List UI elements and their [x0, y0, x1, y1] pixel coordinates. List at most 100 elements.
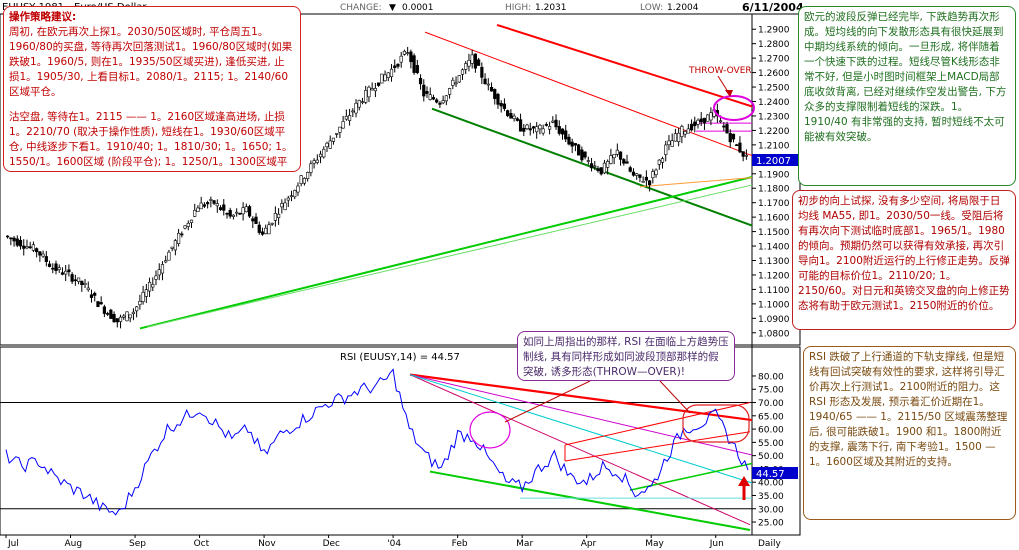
price-candle-body	[441, 100, 445, 104]
price-candle-body	[525, 124, 529, 130]
price-tick-label: 1.2100	[758, 141, 790, 151]
price-candle-body	[231, 214, 236, 217]
x-tick-label: Nov	[258, 539, 276, 549]
price-candle-body	[347, 115, 352, 121]
price-candle-body	[454, 82, 458, 85]
price-tick-label: 1.1000	[758, 300, 790, 310]
price-candle-body	[464, 63, 468, 70]
price-candle-body	[135, 306, 139, 312]
price-candle-body	[176, 232, 181, 244]
price-candle-body	[270, 222, 274, 225]
price-candle-body	[567, 136, 571, 145]
price-candle-body	[322, 148, 326, 158]
x-tick-label: Oct	[194, 539, 210, 549]
price-candle-body	[409, 51, 413, 63]
rsi-tick-label: 50.00	[758, 452, 784, 462]
price-candle-body	[173, 240, 177, 251]
price-candle-body	[483, 78, 487, 85]
price-candle-body	[9, 237, 13, 240]
price-tick-label: 1.2800	[758, 40, 790, 50]
price-candle-body	[170, 246, 174, 249]
price-candle-body	[251, 218, 255, 222]
price-candle-body	[428, 94, 432, 100]
price-candle-body	[373, 88, 377, 92]
throw-over-label: THROW-OVER	[688, 66, 752, 76]
price-candle-body	[722, 125, 726, 128]
price-tick-label: 1.1400	[758, 243, 790, 253]
price-candle-body	[689, 123, 694, 131]
price-candle-body	[402, 50, 407, 55]
price-candle-body	[228, 209, 232, 217]
price-candle-body	[335, 133, 339, 135]
price-candle-body	[609, 155, 613, 164]
rsi-channel-upper-line	[564, 402, 751, 446]
price-candle-body	[80, 280, 84, 286]
price-candle-body	[496, 93, 500, 105]
price-candle-body	[302, 178, 307, 184]
price-candle-body	[70, 274, 74, 282]
price-candle-body	[99, 302, 103, 305]
price-candle-body	[551, 120, 555, 123]
price-candle-body	[118, 316, 123, 322]
price-candle-body	[518, 119, 523, 132]
x-tick-label: May	[645, 539, 664, 549]
price-candle-body	[380, 73, 384, 84]
price-candle-body	[6, 235, 10, 238]
price-candle-body	[360, 101, 365, 103]
price-candle-body	[106, 313, 110, 315]
price-candle-body	[254, 216, 258, 224]
price-candle-body	[12, 237, 16, 242]
price-candle-body	[728, 133, 732, 143]
price-candle-body	[577, 144, 581, 156]
price-candle-body	[673, 133, 678, 142]
price-candle-body	[280, 203, 284, 208]
price-candle-body	[22, 245, 26, 249]
price-horizontal-support	[639, 177, 752, 188]
price-candle-body	[622, 159, 626, 164]
price-candle-body	[341, 121, 345, 129]
price-candle-body	[196, 207, 200, 212]
price-candle-body	[125, 311, 129, 322]
price-candle-body	[309, 163, 313, 173]
price-candle-body	[209, 199, 213, 201]
price-candle-body	[586, 160, 590, 162]
price-candle-body	[206, 202, 210, 205]
x-tick-label: Sep	[129, 539, 146, 549]
price-candle-body	[489, 86, 494, 92]
price-candle-body	[277, 213, 281, 219]
price-candle-body	[238, 212, 242, 215]
retest-analysis-note: 初步的向上试探, 没有多少空间, 将局限于日均线 MA55, 即1。2030/5…	[792, 190, 1016, 330]
price-candle-body	[512, 115, 516, 119]
price-candle-body	[531, 126, 536, 129]
price-candle-body	[541, 128, 545, 134]
price-candle-body	[51, 267, 55, 270]
price-candle-body	[128, 314, 132, 319]
price-candle-body	[635, 173, 639, 176]
rsi-last-value: 44.57	[756, 469, 785, 480]
price-candle-body	[735, 144, 739, 146]
price-candle-body	[631, 171, 636, 176]
rsi-tick-label: 35.00	[758, 492, 784, 502]
price-candle-body	[499, 103, 503, 107]
price-candle-body	[160, 264, 165, 274]
price-candle-body	[144, 289, 148, 297]
price-candle-body	[96, 301, 100, 308]
price-candle-body	[457, 75, 461, 83]
price-candle-body	[480, 66, 484, 78]
price-tick-label: 1.1300	[758, 257, 790, 267]
price-tick-label: 1.2400	[758, 98, 790, 108]
price-candle-body	[112, 314, 116, 323]
price-candle-body	[60, 272, 65, 275]
wave-analysis-text: 欧元的波段反弹已经完毕, 下跌趋势再次形成。短均线的向下发散形态具有很快延展到中…	[804, 11, 1007, 143]
price-candle-body	[660, 158, 665, 163]
price-tick-label: 1.2500	[758, 84, 790, 94]
price-candle-body	[57, 267, 61, 271]
price-candle-body	[557, 126, 561, 134]
rsi-throwover-text: 如同上周指出的那样, RSI 在面临上方趋势压制线, 具有同样形成如同波段顶部那…	[523, 336, 729, 378]
price-candle-body	[89, 294, 94, 298]
price-candle-body	[628, 167, 632, 172]
price-candle-body	[435, 99, 439, 103]
price-candle-body	[218, 207, 223, 211]
price-candle-body	[344, 115, 348, 120]
price-candle-body	[535, 126, 539, 133]
